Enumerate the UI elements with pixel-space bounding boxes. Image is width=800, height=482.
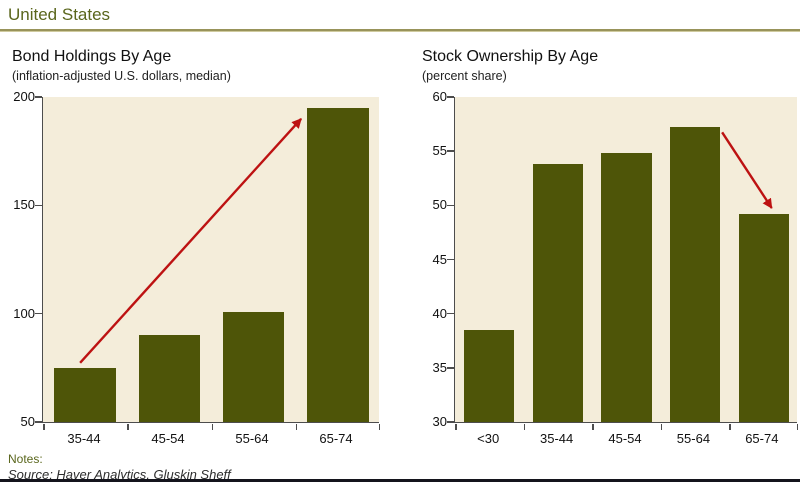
- plot-area: [35, 96, 380, 430]
- bar-55-64: [222, 311, 285, 422]
- y-tick-label: 60: [432, 89, 447, 104]
- plot-area: [447, 96, 798, 430]
- x-axis-labels: 35-44 45-54 55-64 65-74: [42, 431, 378, 446]
- source-text: Source: Haver Analytics, Gluskin Sheff: [8, 467, 231, 482]
- y-tick-label: 40: [432, 305, 447, 321]
- chart-subtitle: (percent share): [422, 69, 507, 83]
- x-axis-labels: <30 35-44 45-54 55-64 65-74: [454, 431, 796, 446]
- chart-panel-bond-holdings: Bond Holdings By Age (inflation-adjusted…: [4, 32, 400, 446]
- y-tick-mark: [447, 421, 454, 423]
- x-category-label: 55-64: [235, 431, 269, 446]
- y-tick-mark: [447, 96, 454, 98]
- bar-65-74: [738, 214, 789, 422]
- bar-35-44: [532, 164, 583, 422]
- y-tick-label: 100: [13, 305, 35, 321]
- y-tick-mark: [35, 204, 42, 207]
- y-tick-label: 55: [432, 143, 447, 159]
- y-tick-label: 45: [432, 251, 447, 267]
- x-tick-mark: [378, 424, 380, 430]
- x-category-label: 45-54: [151, 431, 185, 446]
- notes-block: Notes: Source: Haver Analytics, Gluskin …: [8, 453, 800, 482]
- x-tick-mark: [211, 424, 213, 430]
- y-tick-label: 200: [13, 89, 35, 104]
- y-tick-mark: [447, 258, 454, 261]
- y-tick-mark: [35, 421, 42, 423]
- bar-65-74: [307, 107, 369, 422]
- x-category-label: 45-54: [608, 431, 642, 446]
- y-tick-mark: [447, 367, 454, 369]
- x-tick-mark: [455, 424, 457, 430]
- chart-title: Stock Ownership By Age: [422, 48, 599, 65]
- y-tick-mark: [35, 96, 42, 98]
- chart-title: Bond Holdings By Age: [12, 48, 172, 65]
- bottom-rule: [0, 479, 800, 482]
- x-category-label: 65-74: [319, 431, 353, 446]
- x-category-label: 65-74: [745, 431, 779, 446]
- y-tick-mark: [447, 312, 454, 315]
- bar-55-64: [670, 127, 721, 422]
- x-category-label: 35-44: [67, 431, 101, 446]
- notes-label: Notes:: [8, 452, 43, 466]
- charts-row: Bond Holdings By Age (inflation-adjusted…: [0, 32, 800, 446]
- x-tick-mark: [796, 424, 798, 430]
- y-tick-label: 50: [20, 414, 35, 429]
- y-tick-mark: [447, 150, 454, 152]
- page-title: United States: [8, 5, 111, 24]
- x-tick-mark: [729, 424, 731, 430]
- x-tick-mark: [295, 424, 298, 430]
- chart-panel-stock-ownership: Stock Ownership By Age (percent share) 3…: [414, 32, 798, 446]
- y-axis: 30 35 40 45 50 55 60: [414, 89, 454, 429]
- x-category-label: 35-44: [539, 431, 574, 446]
- chart-body: 30 35 40 45 50 55 60: [414, 89, 798, 430]
- bar-35-44: [54, 367, 116, 422]
- chart-subtitle: (inflation-adjusted U.S. dollars, median…: [12, 69, 231, 83]
- x-tick-mark: [43, 424, 45, 430]
- x-category-label: <30: [477, 431, 500, 446]
- x-tick-mark: [592, 424, 594, 430]
- x-tick-mark: [523, 424, 526, 430]
- bar-<30: [464, 329, 515, 422]
- y-axis: 50 100 150 200: [4, 89, 42, 429]
- y-tick-label: 30: [432, 414, 447, 429]
- x-tick-mark: [660, 424, 663, 430]
- x-tick-mark: [127, 424, 129, 430]
- y-tick-label: 50: [432, 197, 447, 213]
- y-tick-mark: [447, 204, 454, 207]
- y-tick-mark: [35, 312, 42, 315]
- y-tick-label: 35: [432, 359, 447, 375]
- bar-45-54: [601, 153, 652, 422]
- x-category-label: 55-64: [676, 431, 711, 446]
- y-tick-label: 150: [13, 197, 35, 213]
- chart-body: 50 100 150 200: [4, 89, 400, 430]
- header-rule: [0, 29, 800, 32]
- bar-45-54: [138, 335, 201, 422]
